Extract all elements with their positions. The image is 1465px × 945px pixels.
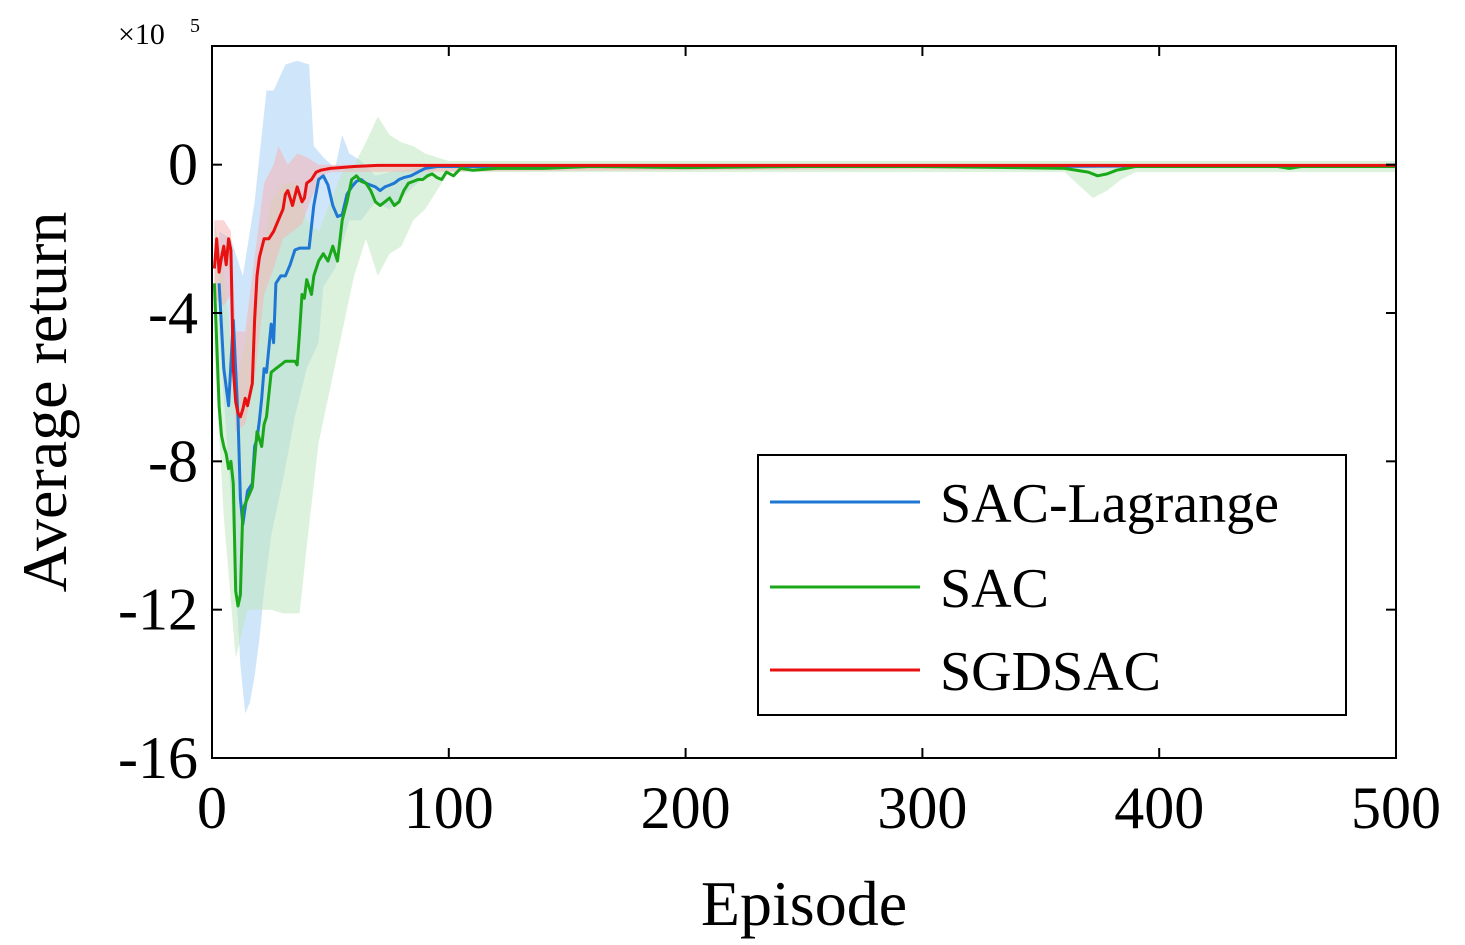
plot-area-frame [211, 45, 1397, 759]
x-axis-label: Episode [701, 868, 907, 939]
x-tick-label: 0 [197, 775, 227, 841]
y-tick-label: -16 [118, 725, 198, 791]
band-sac [214, 116, 1396, 658]
y-axis-label: Average return [9, 212, 80, 593]
x-tick-label: 100 [404, 775, 494, 841]
x-tick-label: 500 [1351, 775, 1441, 841]
y-multiplier-exponent: 5 [190, 15, 200, 37]
confidence-bands [214, 60, 1397, 714]
y-multiplier-label: ×10 [118, 18, 165, 51]
series-line-sgdsac [212, 163, 1396, 419]
series-lines [212, 163, 1396, 608]
y-tick-label: -4 [148, 280, 198, 346]
legend-box [757, 454, 1347, 716]
legend-label-sac: SAC [940, 558, 1049, 620]
axis-ticks: 0 100 200 300 400 500 0 -4 -8 -12 -16 [118, 46, 1441, 841]
y-tick-label: -8 [148, 428, 198, 494]
x-tick-label: 400 [1114, 775, 1204, 841]
legend-label-sgdsac: SGDSAC [940, 641, 1161, 703]
legend: SAC-Lagrange SAC SGDSAC [757, 454, 1347, 716]
legend-label-sac-lagrange: SAC-Lagrange [940, 473, 1279, 535]
x-tick-label: 300 [877, 775, 967, 841]
y-tick-label: -12 [118, 577, 198, 643]
x-tick-label: 200 [641, 775, 731, 841]
y-tick-label: 0 [168, 132, 198, 198]
